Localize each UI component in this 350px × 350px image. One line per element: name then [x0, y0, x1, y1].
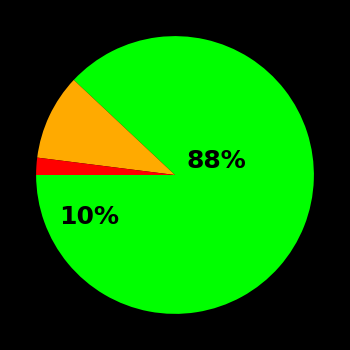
Wedge shape [36, 158, 175, 175]
Wedge shape [37, 80, 175, 175]
Text: 10%: 10% [59, 205, 119, 229]
Wedge shape [36, 36, 314, 314]
Text: 88%: 88% [187, 149, 246, 173]
